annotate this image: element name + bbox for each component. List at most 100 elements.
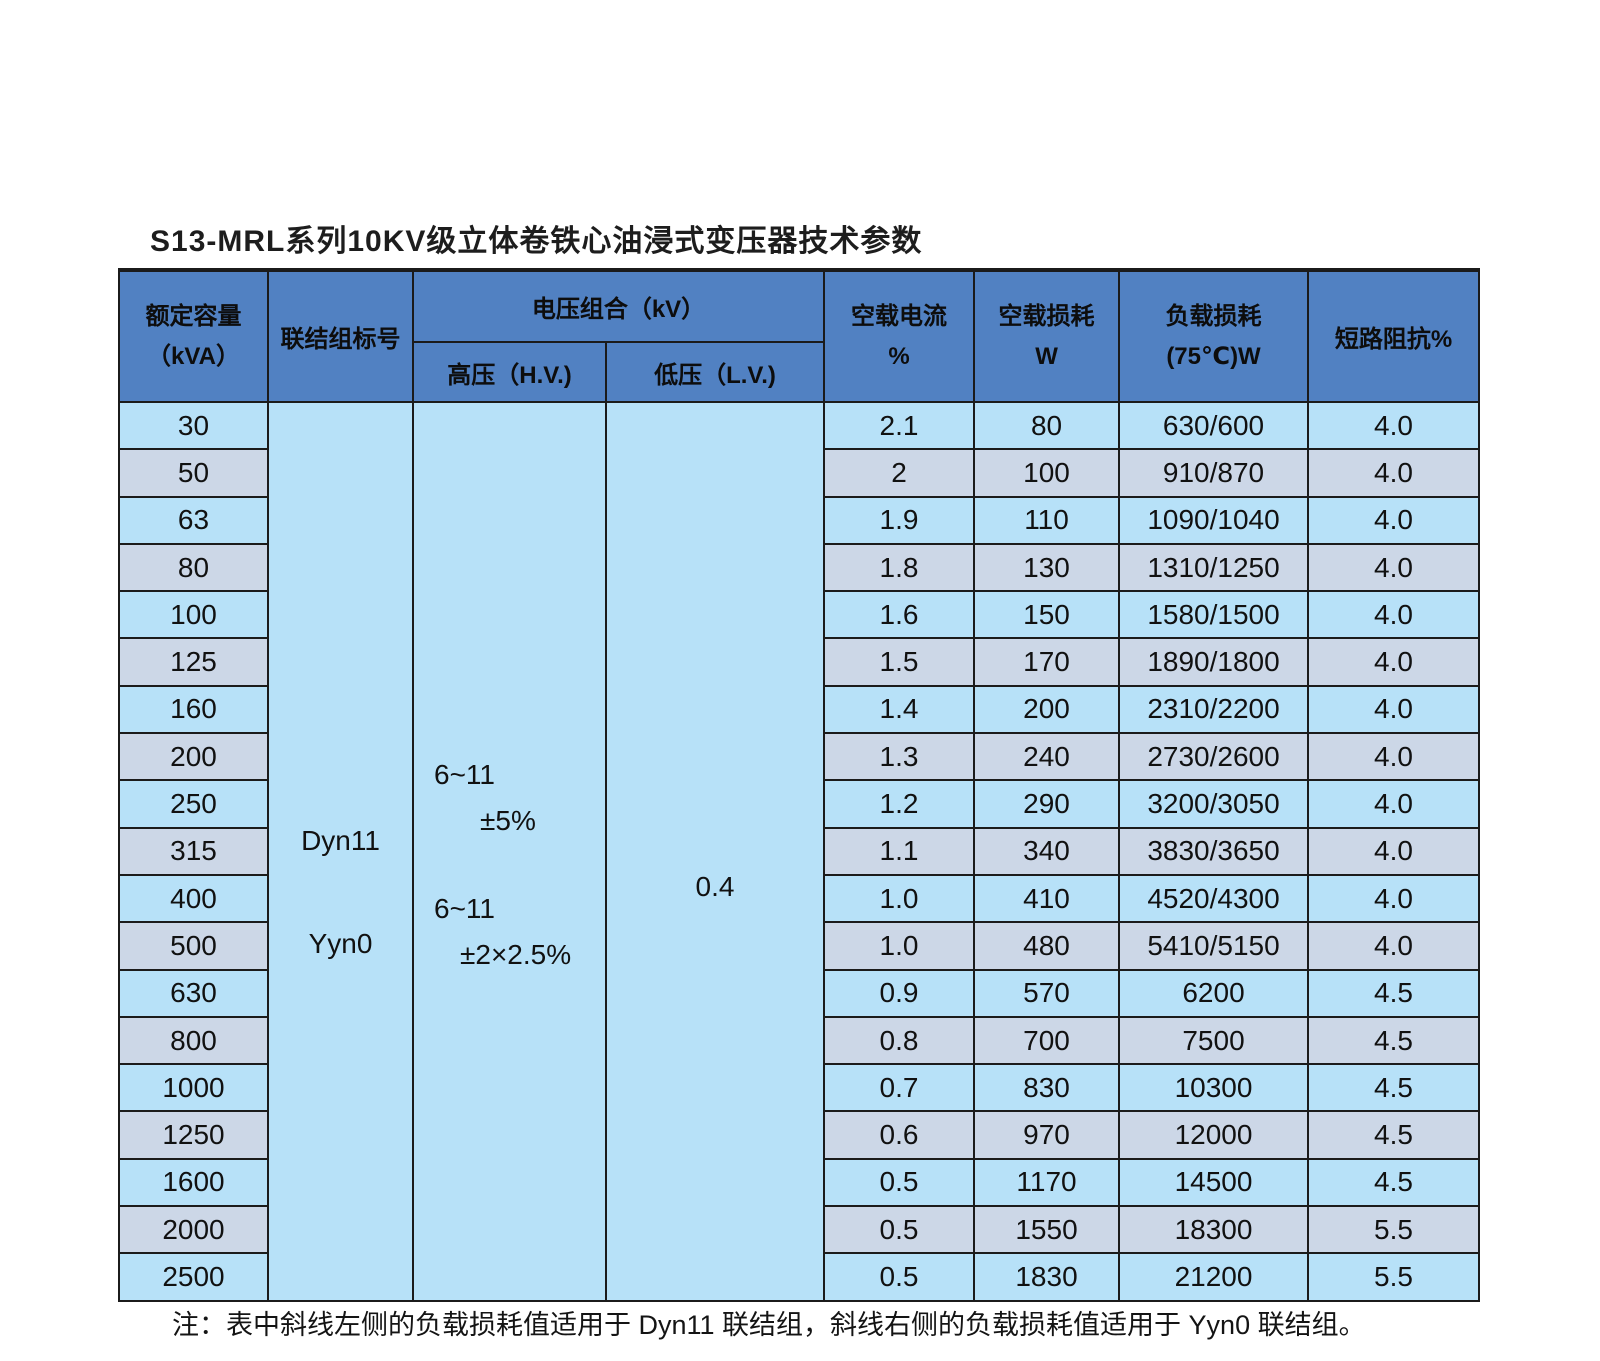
cell-load-loss: 630/600 xyxy=(1118,400,1310,451)
table-row: 315 1.1 340 3830/3650 4.0 xyxy=(118,826,1481,876)
cell-rated-capacity: 200 xyxy=(118,732,269,782)
cell-no-load-loss: 830 xyxy=(973,1063,1121,1113)
cell-rated-capacity: 400 xyxy=(118,873,269,924)
col-header-hv: 高压（H.V.) xyxy=(412,341,607,403)
table-body: 30 Dyn11 Yyn0 6~11 ±5% 6~11 ±2×2.5% 0.4 2.1 80 630… xyxy=(118,400,1481,1302)
table-row: 630 0.9 570 6200 4.5 xyxy=(118,968,1481,1018)
cell-load-loss: 14500 xyxy=(1118,1157,1310,1208)
cell-rated-capacity: 2000 xyxy=(118,1205,269,1255)
cell-impedance: 5.5 xyxy=(1307,1205,1481,1255)
cell-no-load-loss: 290 xyxy=(973,779,1121,829)
table-row: 2000 0.5 1550 18300 5.5 xyxy=(118,1205,1481,1255)
cell-rated-capacity: 80 xyxy=(118,542,269,593)
cell-rated-capacity: 800 xyxy=(118,1015,269,1066)
col-header-load-loss: 负载损耗 (75℃)W xyxy=(1118,269,1310,403)
cell-impedance: 4.0 xyxy=(1307,873,1481,924)
cell-rated-capacity: 630 xyxy=(118,968,269,1018)
cell-no-load-loss: 80 xyxy=(973,400,1121,451)
cell-no-load-current: 1.6 xyxy=(823,590,976,640)
cell-no-load-current: 2 xyxy=(823,448,976,498)
col-header-no-load-current-line2: % xyxy=(888,342,910,370)
col-header-no-load-loss: 空载损耗 W xyxy=(973,269,1121,403)
cell-load-loss: 1310/1250 xyxy=(1118,542,1310,593)
table-row: 1000 0.7 830 10300 4.5 xyxy=(118,1063,1481,1113)
cell-rated-capacity: 160 xyxy=(118,684,269,735)
cell-rated-capacity: 2500 xyxy=(118,1252,269,1302)
cell-no-load-loss: 1830 xyxy=(973,1252,1121,1302)
cell-no-load-loss: 480 xyxy=(973,921,1121,971)
cell-no-load-current: 1.0 xyxy=(823,921,976,971)
cell-impedance: 5.5 xyxy=(1307,1252,1481,1302)
vector-group-dyn11: Dyn11 xyxy=(301,825,380,856)
cell-no-load-loss: 1170 xyxy=(973,1157,1121,1208)
cell-no-load-loss: 170 xyxy=(973,637,1121,687)
cell-rated-capacity: 100 xyxy=(118,590,269,640)
hv-line: 6~11 xyxy=(434,893,495,924)
cell-load-loss: 10300 xyxy=(1118,1063,1310,1113)
cell-impedance: 4.5 xyxy=(1307,1110,1481,1160)
hv-tap-block: 6~11 ±5% 6~11 ±2×2.5% xyxy=(434,752,571,978)
cell-no-load-loss: 200 xyxy=(973,684,1121,735)
cell-lv-voltage: 0.4 xyxy=(604,401,826,1302)
table-row: 63 1.9 110 1090/1040 4.0 xyxy=(118,495,1481,545)
cell-load-loss: 5410/5150 xyxy=(1118,921,1310,971)
cell-impedance: 4.0 xyxy=(1307,495,1481,545)
cell-no-load-loss: 150 xyxy=(973,590,1121,640)
cell-impedance: 4.0 xyxy=(1307,684,1481,735)
footnote: 注：表中斜线左侧的负载损耗值适用于 Dyn11 联结组，斜线右侧的负载损耗值适用… xyxy=(172,1310,1366,1340)
cell-no-load-loss: 240 xyxy=(973,732,1121,782)
col-header-vector-group: 联结组标号 xyxy=(267,269,414,403)
table-header: 额定容量 （kVA） 联结组标号 电压组合（kV） 空载电流 % 空载损耗 W … xyxy=(118,269,1481,403)
cell-no-load-current: 1.9 xyxy=(823,495,976,545)
cell-load-loss: 1090/1040 xyxy=(1118,495,1310,545)
col-header-lv: 低压（L.V.) xyxy=(604,341,826,403)
cell-no-load-current: 1.1 xyxy=(823,826,976,876)
cell-load-loss: 910/870 xyxy=(1118,448,1310,498)
cell-no-load-current: 0.5 xyxy=(823,1157,976,1208)
col-header-no-load-loss-line2: W xyxy=(1035,342,1058,370)
cell-load-loss: 3830/3650 xyxy=(1118,826,1310,876)
cell-no-load-loss: 100 xyxy=(973,448,1121,498)
cell-no-load-current: 0.5 xyxy=(823,1205,976,1255)
col-header-rated-capacity-line2: （kVA） xyxy=(147,342,240,370)
cell-no-load-current: 1.5 xyxy=(823,637,976,687)
hv-line: ±2×2.5% xyxy=(460,939,572,970)
table-row: 50 2 100 910/870 4.0 xyxy=(118,448,1481,498)
table-row: 125 1.5 170 1890/1800 4.0 xyxy=(118,637,1481,687)
cell-no-load-current: 1.8 xyxy=(823,542,976,593)
table-row: 30 Dyn11 Yyn0 6~11 ±5% 6~11 ±2×2.5% 0.4 2.1 80 630… xyxy=(118,400,1481,1302)
table-row: 2500 0.5 1830 21200 5.5 xyxy=(118,1252,1481,1302)
cell-no-load-current: 0.5 xyxy=(823,1252,976,1302)
cell-impedance: 4.0 xyxy=(1307,637,1481,687)
table-row: 400 1.0 410 4520/4300 4.0 xyxy=(118,873,1481,924)
cell-no-load-loss: 110 xyxy=(973,495,1121,545)
cell-impedance: 4.0 xyxy=(1307,921,1481,971)
col-header-no-load-loss-line1: 空载损耗 xyxy=(998,302,1095,330)
cell-impedance: 4.5 xyxy=(1307,1015,1481,1066)
cell-load-loss: 18300 xyxy=(1118,1205,1310,1255)
cell-no-load-current: 1.0 xyxy=(823,873,976,924)
cell-no-load-loss: 700 xyxy=(973,1015,1121,1066)
cell-rated-capacity: 1600 xyxy=(118,1157,269,1208)
cell-impedance: 4.0 xyxy=(1307,732,1481,782)
cell-load-loss: 12000 xyxy=(1118,1110,1310,1160)
table-row: 100 1.6 150 1580/1500 4.0 xyxy=(118,590,1481,640)
cell-rated-capacity: 125 xyxy=(118,637,269,687)
cell-rated-capacity: 500 xyxy=(118,921,269,971)
col-header-load-loss-line2: (75℃)W xyxy=(1166,342,1261,370)
cell-rated-capacity: 315 xyxy=(118,826,269,876)
cell-rated-capacity: 63 xyxy=(118,495,269,545)
cell-hv-voltage: 6~11 ±5% 6~11 ±2×2.5% xyxy=(412,401,607,1302)
col-header-rated-capacity-line1: 额定容量 xyxy=(145,302,242,330)
vector-group-yyn0: Yyn0 xyxy=(308,928,373,959)
cell-no-load-loss: 340 xyxy=(973,826,1121,876)
cell-load-loss: 2310/2200 xyxy=(1118,684,1310,735)
cell-load-loss: 21200 xyxy=(1118,1252,1310,1302)
cell-impedance: 4.0 xyxy=(1307,542,1481,593)
hv-line: ±5% xyxy=(480,805,536,836)
hv-line: 6~11 xyxy=(434,759,495,790)
table-row: 160 1.4 200 2310/2200 4.0 xyxy=(118,684,1481,735)
cell-load-loss: 7500 xyxy=(1118,1015,1310,1066)
table-row: 800 0.8 700 7500 4.5 xyxy=(118,1015,1481,1066)
cell-impedance: 4.0 xyxy=(1307,826,1481,876)
